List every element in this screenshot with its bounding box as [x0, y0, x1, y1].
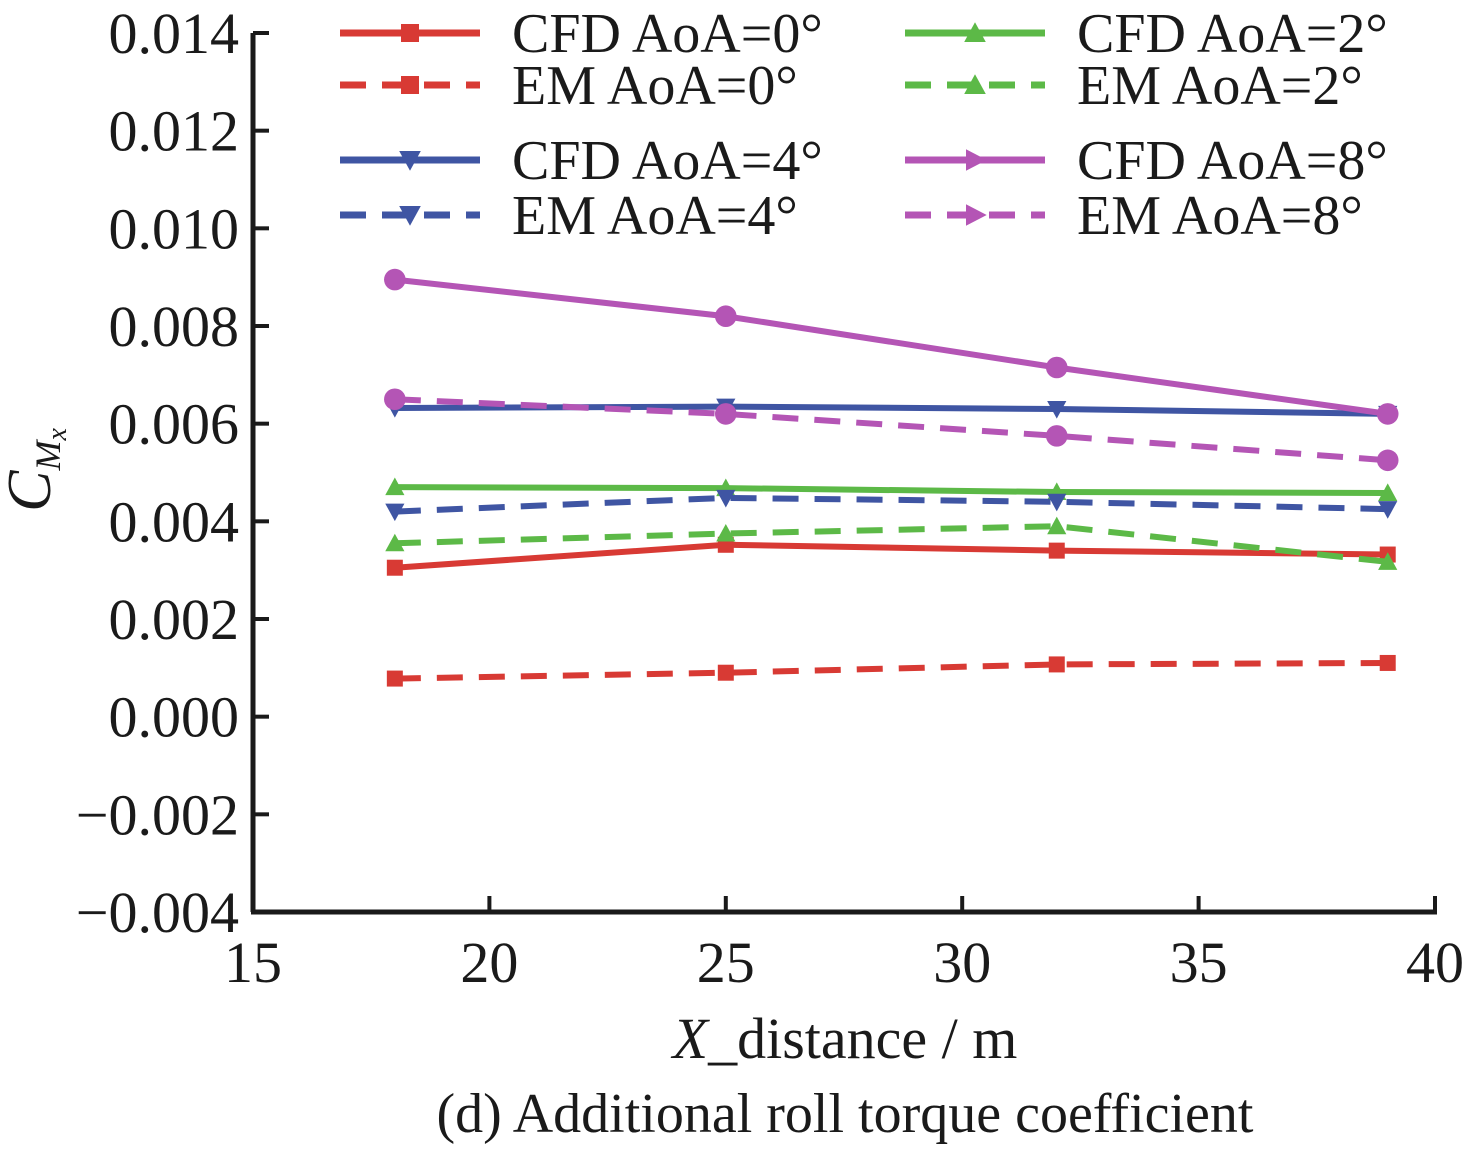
- y-axis-ticks: −0.004 −0.002 0.000 0.002 0.004 0.006 0.008 0.0…: [76, 1, 269, 945]
- series-4: [385, 516, 1398, 570]
- series-3: [385, 477, 1398, 502]
- y-tick-label: 0.014: [109, 1, 240, 66]
- legend-marker: [964, 74, 986, 94]
- legend-marker: [401, 24, 419, 42]
- data-point: [1047, 401, 1067, 419]
- x-tick-label: 25: [697, 930, 755, 995]
- legend-label: CFD AoA=4°: [512, 130, 823, 192]
- series-6: [385, 489, 1398, 522]
- series-line: [394, 276, 1389, 417]
- y-tick-label: 0.008: [109, 294, 240, 359]
- series-line: [394, 541, 1388, 571]
- data-point: [1378, 552, 1398, 570]
- series-line: [394, 659, 1388, 682]
- y-tick-label: 0.006: [109, 392, 240, 457]
- data-point: [1376, 403, 1399, 425]
- legend-item: EM AoA=0°: [340, 55, 798, 117]
- data-point: [386, 559, 403, 576]
- y-axis-label-subscript: M: [28, 439, 68, 472]
- x-tick-label: 35: [1170, 930, 1228, 995]
- y-tick-label: 0.000: [109, 685, 240, 750]
- y-tick-label: −0.004: [76, 880, 239, 945]
- series-5: [385, 398, 1398, 424]
- y-tick-label: 0.010: [109, 196, 240, 261]
- data-point: [384, 388, 406, 411]
- y-axis-label: CMx: [0, 428, 73, 512]
- data-point: [1047, 493, 1067, 512]
- series-layer: [384, 268, 1399, 687]
- legend-item: EM AoA=2°: [905, 55, 1363, 117]
- y-axis-label-subsubscript: x: [42, 428, 73, 442]
- y-tick-label: −0.002: [76, 782, 239, 847]
- legend-label: EM AoA=0°: [512, 55, 798, 117]
- plot-frame: [250, 33, 1437, 915]
- data-point: [715, 305, 737, 328]
- data-point: [1045, 425, 1068, 447]
- x-tick-label: 15: [224, 930, 282, 995]
- data-point: [716, 523, 736, 542]
- x-tick-label: 30: [933, 930, 991, 995]
- legend-marker: [401, 76, 419, 94]
- legend-label: EM AoA=2°: [1077, 55, 1363, 117]
- legend-item: CFD AoA=4°: [340, 130, 823, 192]
- series-line: [394, 403, 1388, 417]
- legend-label: CFD AoA=0°: [512, 3, 823, 65]
- x-tick-label: 20: [460, 930, 518, 995]
- x-axis-label-rest: _distance / m: [707, 1006, 1017, 1071]
- x-axis-ticks: 15 20 25 30 35 40: [224, 896, 1464, 995]
- data-point: [1045, 356, 1068, 379]
- x-tick-label: 40: [1406, 930, 1464, 995]
- data-point: [1379, 654, 1396, 671]
- data-point: [716, 489, 736, 508]
- series-1: [386, 536, 1396, 576]
- legend-label: EM AoA=4°: [512, 185, 798, 247]
- data-point: [386, 670, 403, 687]
- legend-marker: [966, 204, 987, 226]
- data-point: [384, 268, 406, 291]
- series-line: [394, 484, 1388, 497]
- data-point: [1378, 483, 1398, 502]
- y-axis-label-symbol: C: [0, 470, 64, 512]
- series-7: [384, 268, 1399, 425]
- y-tick-label: 0.004: [109, 489, 240, 554]
- legend-item: CFD AoA=2°: [905, 3, 1388, 65]
- chart-caption: (d) Additional roll torque coefficient: [437, 1083, 1254, 1145]
- data-point: [1378, 501, 1398, 519]
- legend-marker: [966, 149, 987, 171]
- data-point: [1048, 542, 1065, 559]
- legend-marker: [964, 22, 986, 42]
- x-axis-label-symbol: X: [671, 1006, 711, 1071]
- data-point: [1047, 516, 1067, 535]
- data-point: [1376, 449, 1399, 472]
- data-point: [717, 664, 734, 681]
- data-point: [385, 533, 405, 552]
- data-point: [385, 503, 405, 522]
- series-line: [394, 494, 1388, 515]
- data-point: [715, 403, 737, 425]
- series-8: [384, 388, 1399, 472]
- y-tick-label: 0.002: [109, 587, 240, 652]
- data-point: [1048, 656, 1065, 673]
- x-axis-label: X_distance / m: [671, 1006, 1018, 1071]
- legend-marker: [399, 206, 421, 226]
- data-point: [385, 477, 405, 496]
- legend-label: EM AoA=8°: [1077, 185, 1363, 247]
- legend-label: CFD AoA=8°: [1077, 130, 1388, 192]
- legend-item: CFD AoA=8°: [905, 130, 1388, 192]
- legend: CFD AoA=0°EM AoA=0° CFD AoA=4°EM AoA=4° CF…: [340, 3, 1388, 247]
- legend-label: CFD AoA=2°: [1077, 3, 1388, 65]
- legend-item: EM AoA=8°: [905, 185, 1363, 247]
- y-tick-label: 0.012: [109, 99, 240, 164]
- series-2: [386, 654, 1396, 687]
- legend-item: CFD AoA=0°: [340, 3, 823, 65]
- legend-marker: [399, 151, 421, 171]
- legend-item: EM AoA=4°: [340, 185, 798, 247]
